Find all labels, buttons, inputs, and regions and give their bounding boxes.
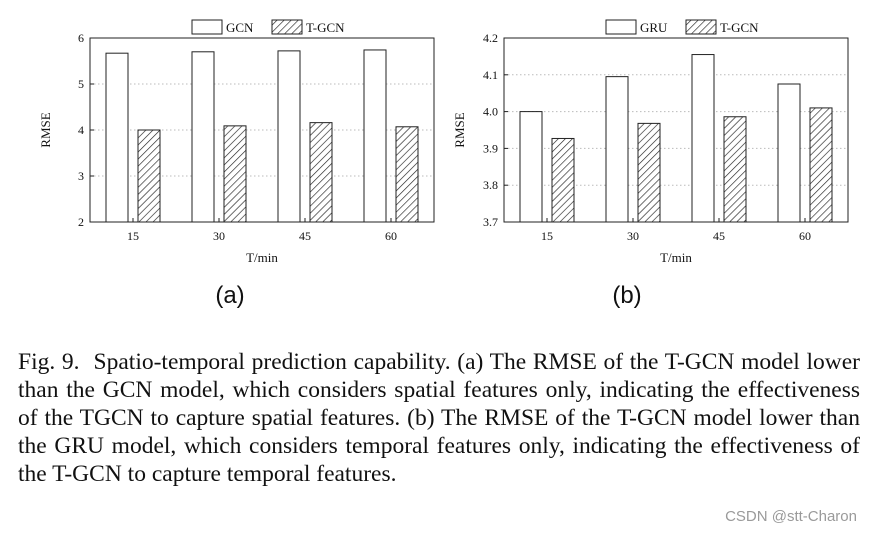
x-tick-label: 30: [213, 229, 225, 243]
y-tick-label: 3.9: [483, 141, 498, 155]
bar-t-gcn-15: [551, 137, 575, 223]
x-tick-label: 15: [541, 229, 553, 243]
bar-gru-30: [605, 76, 629, 223]
x-tick-label: 45: [713, 229, 725, 243]
watermark: CSDN @stt-Charon: [725, 508, 857, 525]
legend-swatch-gru: [605, 19, 637, 35]
bar-t-gcn-15: [137, 129, 161, 223]
y-tick-label: 4.0: [483, 105, 498, 119]
chart-svg: 3.7 3.8 3.9 4.0 4.1 4.2 15 30 45 60 T/min RMSE GRU T-…: [452, 19, 849, 265]
legend-label-gru: GRU: [640, 20, 668, 35]
bar-t-gcn-30: [637, 122, 661, 223]
x-tick-label: 60: [799, 229, 811, 243]
bar-gru-60: [777, 83, 801, 223]
bar-gru-15: [519, 111, 543, 223]
chart-b: 3.7 3.8 3.9 4.0 4.1 4.2 15 30 45 60 T/min RMSE GRU T-…: [432, 10, 852, 272]
bar-t-gcn-30: [223, 125, 247, 223]
plot-frame: [89, 37, 435, 223]
y-tick-label: 4.2: [483, 31, 498, 45]
x-axis-label: T/min: [660, 250, 692, 265]
y-tick-label: 4.1: [483, 68, 498, 82]
legend-label-t-gcn: T-GCN: [720, 20, 759, 35]
legend-swatch-gcn: [191, 19, 223, 35]
bar-t-gcn-45: [723, 116, 747, 223]
y-tick-label: 4: [78, 123, 84, 137]
bar-gru-45: [691, 54, 715, 223]
bar-t-gcn-60: [395, 126, 419, 223]
legend-label-t-gcn: T-GCN: [306, 20, 345, 35]
bar-gcn-15: [105, 52, 129, 223]
bar-t-gcn-45: [309, 122, 333, 223]
bar-gcn-60: [363, 49, 387, 223]
x-tick-label: 45: [299, 229, 311, 243]
x-tick-label: 60: [385, 229, 397, 243]
x-axis-label: T/min: [246, 250, 278, 265]
panel-label-b: (b): [612, 282, 642, 309]
chart-a: 2 3 4 5 6 15 30 45 60 T/min RMSE GCN T-GCN: [18, 10, 438, 272]
legend-swatch-t-gcn: [271, 19, 303, 35]
caption-text: Spatio-temporal prediction capability. (…: [18, 349, 860, 487]
x-tick-label: 30: [627, 229, 639, 243]
bar-gcn-45: [277, 50, 301, 223]
bar-gcn-30: [191, 51, 215, 223]
caption-label: Fig. 9.: [18, 349, 80, 375]
legend-swatch-t-gcn: [685, 19, 717, 35]
y-tick-label: 6: [78, 31, 84, 45]
bar-t-gcn-60: [809, 107, 833, 223]
panel-label-a: (a): [215, 282, 245, 309]
figure-caption: Fig. 9. Spatio-temporal prediction capabi…: [18, 348, 860, 488]
y-tick-label: 3.7: [483, 215, 498, 229]
y-tick-label: 2: [78, 215, 84, 229]
y-tick-label: 5: [78, 77, 84, 91]
y-axis-label: RMSE: [452, 112, 467, 147]
plot-frame: [503, 37, 849, 223]
y-tick-label: 3.8: [483, 178, 498, 192]
legend-label-gcn: GCN: [226, 20, 254, 35]
x-tick-label: 15: [127, 229, 139, 243]
y-tick-label: 3: [78, 169, 84, 183]
y-axis-label: RMSE: [38, 112, 53, 147]
